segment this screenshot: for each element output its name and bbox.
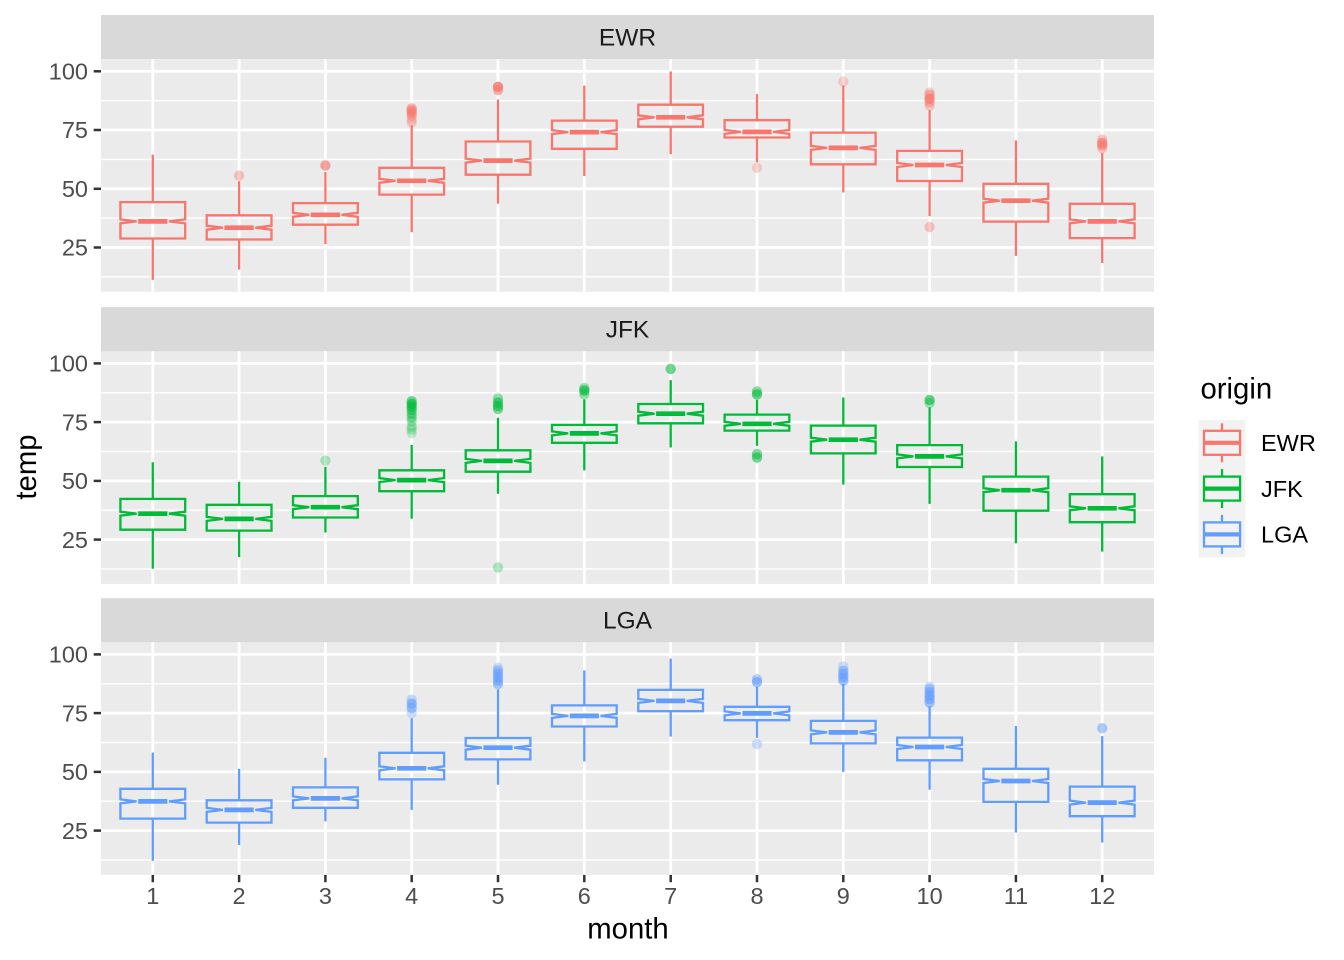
svg-text:10: 10 bbox=[917, 883, 943, 909]
svg-text:6: 6 bbox=[578, 883, 591, 909]
svg-text:month: month bbox=[587, 913, 668, 946]
svg-text:25: 25 bbox=[62, 527, 88, 553]
svg-text:8: 8 bbox=[750, 883, 763, 909]
svg-text:3: 3 bbox=[319, 883, 332, 909]
svg-text:EWR: EWR bbox=[1261, 430, 1316, 456]
svg-text:100: 100 bbox=[49, 59, 88, 85]
svg-text:EWR: EWR bbox=[599, 25, 656, 52]
svg-text:100: 100 bbox=[49, 351, 88, 377]
svg-text:50: 50 bbox=[62, 759, 88, 785]
svg-text:25: 25 bbox=[62, 818, 88, 844]
svg-text:50: 50 bbox=[62, 468, 88, 494]
svg-text:25: 25 bbox=[62, 235, 88, 261]
svg-text:LGA: LGA bbox=[603, 608, 653, 635]
svg-text:9: 9 bbox=[837, 883, 850, 909]
svg-text:2: 2 bbox=[233, 883, 246, 909]
svg-text:origin: origin bbox=[1201, 372, 1273, 405]
svg-text:7: 7 bbox=[664, 883, 677, 909]
svg-text:LGA: LGA bbox=[1261, 522, 1308, 548]
svg-text:JFK: JFK bbox=[1261, 476, 1303, 502]
svg-text:75: 75 bbox=[62, 700, 88, 726]
svg-text:75: 75 bbox=[62, 117, 88, 143]
svg-text:100: 100 bbox=[49, 642, 88, 668]
svg-text:4: 4 bbox=[405, 883, 418, 909]
svg-text:temp: temp bbox=[10, 434, 43, 499]
svg-text:5: 5 bbox=[491, 883, 504, 909]
svg-text:1: 1 bbox=[146, 883, 159, 909]
svg-text:75: 75 bbox=[62, 409, 88, 435]
svg-text:50: 50 bbox=[62, 176, 88, 202]
svg-text:JFK: JFK bbox=[606, 317, 650, 344]
svg-text:11: 11 bbox=[1004, 883, 1028, 909]
svg-text:12: 12 bbox=[1089, 883, 1115, 909]
